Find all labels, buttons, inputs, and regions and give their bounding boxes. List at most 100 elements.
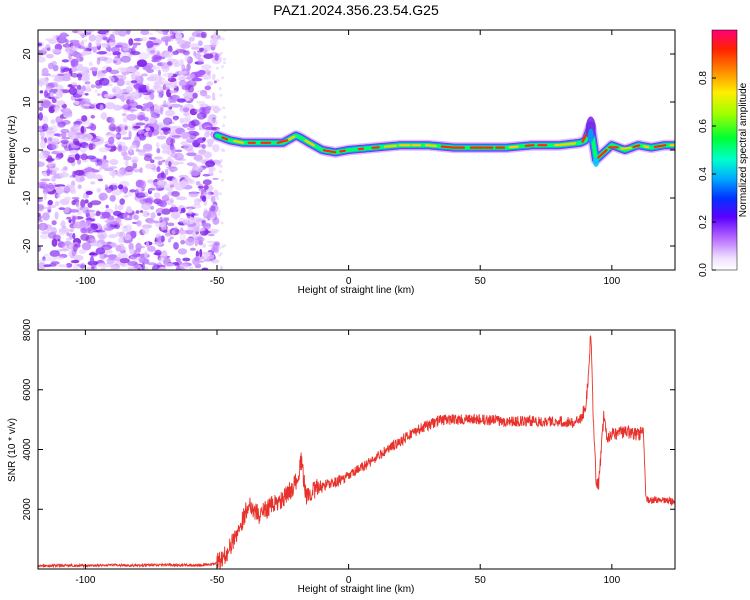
- noise-blob: [170, 161, 180, 166]
- noise-blob: [139, 37, 148, 42]
- noise-blob: [186, 138, 195, 144]
- noise-blob: [149, 188, 153, 192]
- noise-blob: [202, 251, 212, 255]
- noise-blob: [42, 123, 49, 132]
- noise-blob: [204, 105, 210, 113]
- noise-blob: [157, 180, 161, 186]
- noise-blob: [49, 92, 54, 98]
- noise-blob: [47, 127, 54, 131]
- noise-blob: [40, 178, 51, 182]
- noise-blob: [81, 115, 88, 122]
- noise-blob: [133, 125, 141, 129]
- noise-blob: [199, 103, 209, 107]
- noise-blob: [222, 57, 226, 61]
- noise-blob: [179, 217, 185, 223]
- noise-blob: [163, 263, 175, 267]
- noise-blob: [169, 184, 175, 188]
- noise-blob: [53, 133, 61, 137]
- noise-blob: [84, 199, 89, 204]
- noise-blob: [103, 37, 112, 41]
- noise-blob: [86, 227, 94, 231]
- noise-blob: [41, 67, 49, 76]
- noise-blob: [133, 168, 141, 173]
- noise-blob: [218, 253, 222, 257]
- noise-blob: [88, 143, 94, 151]
- noise-blob: [121, 113, 127, 117]
- noise-blob: [180, 141, 188, 146]
- noise-blob: [166, 89, 172, 98]
- noise-blob: [192, 217, 203, 224]
- noise-blob: [186, 73, 195, 79]
- noise-blob: [169, 90, 178, 94]
- noise-blob: [204, 122, 211, 128]
- noise-blob: [53, 75, 61, 83]
- noise-blob: [80, 137, 84, 143]
- noise-blob: [97, 93, 101, 96]
- colorbar-tick-label: 0.6: [698, 119, 709, 133]
- noise-blob: [201, 106, 211, 115]
- noise-blob: [77, 184, 82, 189]
- noise-blob: [104, 227, 113, 231]
- noise-blob: [57, 241, 66, 248]
- noise-blob: [38, 106, 44, 112]
- noise-blob: [149, 50, 156, 54]
- noise-blob: [128, 38, 134, 46]
- noise-blob: [137, 149, 146, 156]
- ridge-peak: [524, 144, 535, 147]
- noise-blob: [73, 41, 81, 48]
- ridge-peak: [371, 146, 380, 149]
- spectrogram-x-tick-label: -50: [210, 276, 225, 287]
- noise-blob: [158, 266, 167, 270]
- noise-blob: [171, 204, 177, 208]
- noise-blob: [71, 145, 80, 149]
- spectrogram-y-tick-label: 0: [22, 147, 33, 153]
- noise-blob: [181, 131, 190, 139]
- noise-blob: [158, 69, 161, 77]
- noise-blob: [53, 167, 60, 172]
- noise-blob: [130, 80, 137, 84]
- noise-blob: [54, 211, 59, 220]
- noise-blob: [139, 149, 147, 153]
- noise-blob: [149, 117, 156, 124]
- noise-blob: [181, 117, 191, 124]
- noise-blob: [42, 98, 51, 107]
- noise-blob: [38, 42, 43, 47]
- noise-blob: [98, 77, 110, 86]
- noise-blob: [202, 137, 206, 142]
- noise-blob: [150, 205, 154, 210]
- noise-blob: [90, 138, 101, 142]
- noise-blob: [39, 185, 45, 189]
- noise-blob: [198, 234, 203, 238]
- noise-blob: [127, 191, 133, 197]
- noise-blob: [153, 156, 163, 160]
- noise-blob: [125, 86, 133, 93]
- noise-blob: [181, 178, 193, 185]
- noise-blob: [129, 248, 135, 255]
- ridge-peak: [304, 139, 315, 147]
- noise-blob: [86, 212, 91, 216]
- noise-blob: [103, 155, 107, 160]
- noise-blob: [45, 86, 50, 92]
- noise-blob: [116, 217, 121, 221]
- ridge-peak: [554, 143, 567, 147]
- noise-blob: [178, 230, 187, 234]
- noise-blob: [65, 263, 73, 268]
- noise-blob: [116, 170, 125, 178]
- noise-blob: [48, 137, 53, 142]
- noise-blob: [161, 208, 171, 215]
- noise-blob: [193, 198, 201, 206]
- noise-blob: [148, 37, 157, 40]
- noise-blob: [135, 192, 146, 199]
- noise-blob: [79, 265, 85, 269]
- noise-blob: [122, 213, 129, 219]
- noise-blob: [180, 207, 186, 213]
- noise-blob: [124, 224, 132, 233]
- snr-x-tick-label: -50: [210, 575, 225, 586]
- noise-blob: [74, 169, 85, 176]
- noise-blob: [191, 170, 200, 177]
- noise-blob: [201, 195, 207, 202]
- noise-blob: [214, 54, 219, 61]
- noise-blob: [174, 152, 184, 161]
- noise-blob: [190, 43, 200, 49]
- noise-blob: [168, 238, 172, 243]
